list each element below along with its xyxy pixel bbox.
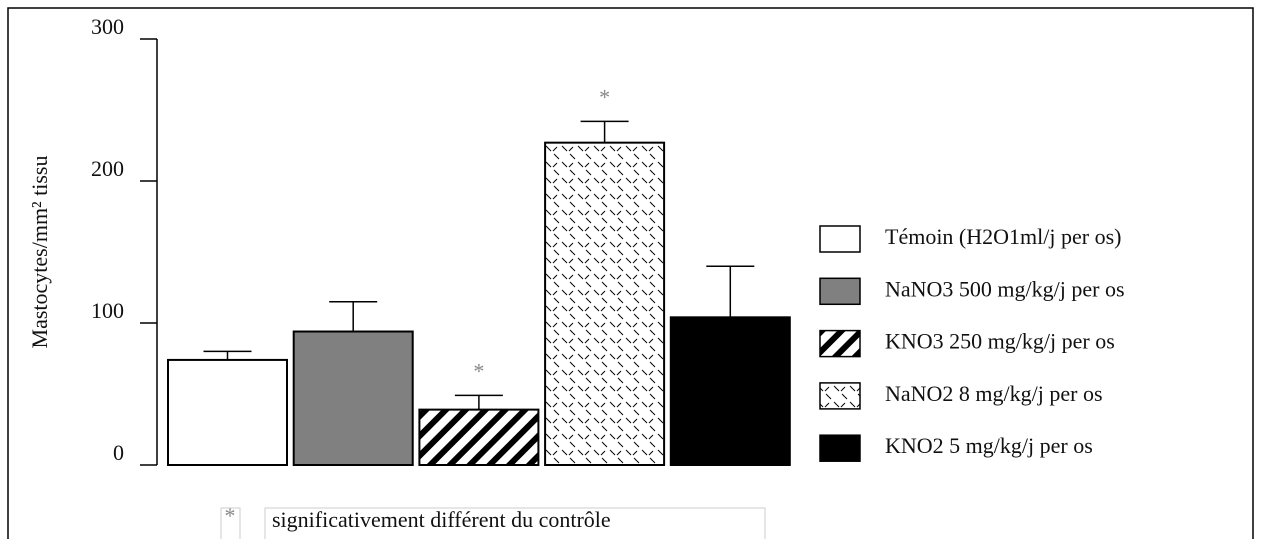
y-tick-label: 100 [91, 298, 124, 323]
bar [418, 408, 540, 466]
footnote-text: significativement différent du contrôle [272, 507, 611, 532]
y-tick-label: 200 [91, 156, 124, 181]
y-tick-label: 0 [113, 440, 124, 465]
legend-label: KNO3 250 mg/kg/j per os [885, 329, 1115, 354]
bar [544, 141, 666, 466]
legend-label: NaNO2 8 mg/kg/j per os [885, 381, 1103, 406]
legend-swatch [819, 382, 861, 410]
footnote-symbol: * [225, 503, 236, 528]
y-axis-label: Mastocytes/mm² tissu [27, 156, 52, 349]
y-tick-label: 300 [91, 14, 124, 39]
annotation: * [599, 84, 610, 109]
bar [669, 316, 791, 466]
legend-swatch [819, 434, 861, 462]
legend-label: Témoin (H2O1ml/j per os) [885, 224, 1121, 249]
legend-swatch [819, 277, 861, 306]
legend-swatch [819, 225, 861, 253]
annotation: * [473, 358, 484, 383]
bar [167, 358, 288, 467]
legend-swatch [819, 329, 861, 358]
legend-label: NaNO3 500 mg/kg/j per os [885, 276, 1125, 301]
bar [292, 330, 414, 466]
legend-label: KNO2 5 mg/kg/j per os [885, 433, 1093, 458]
frame [7, 7, 1254, 544]
